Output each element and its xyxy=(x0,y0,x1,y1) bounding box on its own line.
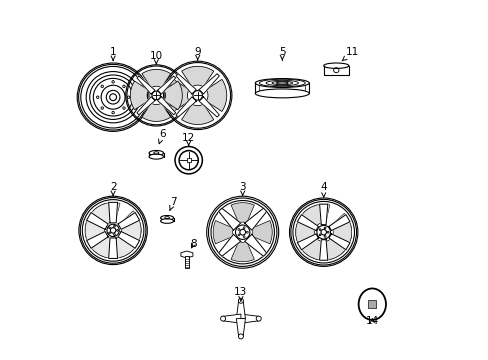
Polygon shape xyxy=(181,251,192,258)
Text: 12: 12 xyxy=(182,132,195,145)
Polygon shape xyxy=(176,97,196,117)
Ellipse shape xyxy=(238,334,243,339)
Polygon shape xyxy=(181,104,213,125)
Polygon shape xyxy=(297,234,318,250)
Ellipse shape xyxy=(149,150,163,156)
Polygon shape xyxy=(108,202,117,223)
Ellipse shape xyxy=(220,316,225,321)
Polygon shape xyxy=(185,256,188,268)
Ellipse shape xyxy=(256,316,261,321)
Text: 14: 14 xyxy=(365,316,378,326)
Polygon shape xyxy=(93,237,111,257)
Polygon shape xyxy=(213,221,233,244)
Polygon shape xyxy=(231,242,254,262)
Polygon shape xyxy=(85,202,141,258)
Polygon shape xyxy=(118,231,140,248)
Polygon shape xyxy=(303,205,321,226)
Polygon shape xyxy=(325,239,344,260)
Polygon shape xyxy=(303,239,321,260)
Text: 4: 4 xyxy=(320,182,326,197)
Text: 7: 7 xyxy=(169,197,176,210)
Polygon shape xyxy=(319,204,327,225)
Ellipse shape xyxy=(238,298,243,303)
Polygon shape xyxy=(108,238,117,258)
Polygon shape xyxy=(328,234,349,250)
Text: 13: 13 xyxy=(234,287,247,301)
Polygon shape xyxy=(295,204,351,260)
Polygon shape xyxy=(121,223,141,238)
Circle shape xyxy=(235,225,249,239)
Polygon shape xyxy=(149,153,163,157)
Polygon shape xyxy=(115,237,133,257)
Text: 6: 6 xyxy=(158,129,165,144)
Text: 11: 11 xyxy=(341,47,358,61)
Polygon shape xyxy=(206,79,226,112)
Polygon shape xyxy=(218,208,240,230)
Polygon shape xyxy=(142,69,170,88)
Polygon shape xyxy=(244,234,266,256)
Polygon shape xyxy=(157,76,175,94)
Polygon shape xyxy=(297,215,318,230)
Polygon shape xyxy=(186,158,190,162)
Circle shape xyxy=(193,91,202,100)
Polygon shape xyxy=(199,97,219,117)
Polygon shape xyxy=(163,81,182,110)
Text: 8: 8 xyxy=(190,239,196,249)
Polygon shape xyxy=(137,97,155,115)
Polygon shape xyxy=(323,66,348,75)
Ellipse shape xyxy=(179,150,198,170)
Ellipse shape xyxy=(160,216,173,220)
Polygon shape xyxy=(244,208,266,230)
Text: 10: 10 xyxy=(149,51,163,64)
Polygon shape xyxy=(231,203,254,223)
Circle shape xyxy=(316,225,330,239)
Polygon shape xyxy=(160,218,173,221)
Polygon shape xyxy=(130,81,148,110)
Polygon shape xyxy=(241,314,258,323)
Polygon shape xyxy=(86,231,108,248)
Text: 2: 2 xyxy=(110,182,116,195)
Polygon shape xyxy=(85,223,104,238)
Polygon shape xyxy=(328,215,349,230)
Polygon shape xyxy=(218,234,240,256)
Polygon shape xyxy=(295,224,314,240)
Polygon shape xyxy=(332,224,351,240)
Polygon shape xyxy=(118,212,140,229)
Polygon shape xyxy=(142,103,170,121)
Polygon shape xyxy=(93,203,111,224)
Ellipse shape xyxy=(358,288,385,320)
Polygon shape xyxy=(137,76,155,94)
Polygon shape xyxy=(251,221,272,244)
Polygon shape xyxy=(319,240,327,260)
Polygon shape xyxy=(199,74,219,94)
Ellipse shape xyxy=(175,147,202,174)
Polygon shape xyxy=(367,300,376,308)
Polygon shape xyxy=(168,79,189,112)
Polygon shape xyxy=(255,83,309,93)
Text: 1: 1 xyxy=(110,47,116,60)
Text: 5: 5 xyxy=(279,47,285,60)
Polygon shape xyxy=(157,97,175,115)
Ellipse shape xyxy=(323,63,348,68)
Polygon shape xyxy=(223,314,241,323)
Polygon shape xyxy=(181,66,213,87)
Polygon shape xyxy=(86,212,108,229)
Text: 3: 3 xyxy=(239,182,245,195)
Circle shape xyxy=(152,91,160,100)
Ellipse shape xyxy=(149,154,163,159)
Polygon shape xyxy=(176,74,196,94)
Circle shape xyxy=(107,224,119,237)
Ellipse shape xyxy=(255,89,309,98)
Ellipse shape xyxy=(255,78,309,87)
Polygon shape xyxy=(236,319,245,336)
Polygon shape xyxy=(236,301,245,319)
Ellipse shape xyxy=(160,219,173,223)
Text: 9: 9 xyxy=(194,47,201,60)
